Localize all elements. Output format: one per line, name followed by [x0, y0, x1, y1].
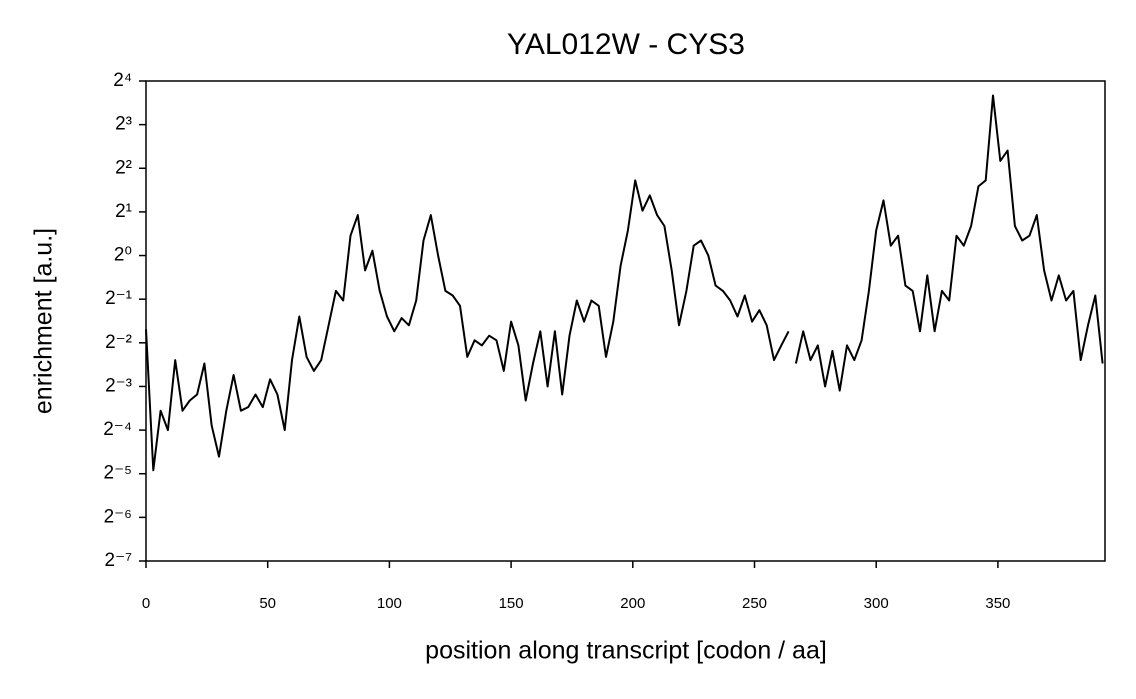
x-tick-label: 100	[377, 595, 402, 612]
x-tick-label: 250	[742, 595, 767, 612]
y-tick-label: 2⁴	[113, 70, 132, 91]
y-tick-label: 2⁰	[114, 245, 132, 266]
y-tick-label: 2⁻⁷	[105, 550, 133, 571]
x-tick-label: 200	[620, 595, 645, 612]
x-tick-label: 50	[259, 595, 276, 612]
x-tick-label: 0	[142, 595, 150, 612]
x-tick-label: 150	[499, 595, 524, 612]
data-line	[145, 94, 1104, 472]
y-tick-label: 2⁻⁵	[104, 463, 132, 484]
x-tick-label: 300	[864, 595, 889, 612]
chart-title: YAL012W - CYS3	[507, 28, 745, 61]
plot-frame	[145, 80, 1106, 562]
y-tick-label: 2²	[115, 157, 132, 178]
y-tick-label: 2¹	[115, 201, 132, 222]
x-axis-label: position along transcript [codon / aa]	[425, 637, 827, 665]
y-tick-label: 2⁻⁶	[104, 506, 132, 527]
y-axis-label: enrichment [a.u.]	[30, 228, 58, 414]
y-tick-label: 2⁻²	[105, 332, 132, 353]
y-tick-label: 2³	[115, 114, 132, 135]
x-tick-label: 350	[985, 595, 1010, 612]
y-tick-label: 2⁻³	[105, 375, 132, 396]
y-tick-label: 2⁻¹	[105, 288, 132, 309]
y-tick-label: 2⁻⁴	[103, 419, 132, 440]
